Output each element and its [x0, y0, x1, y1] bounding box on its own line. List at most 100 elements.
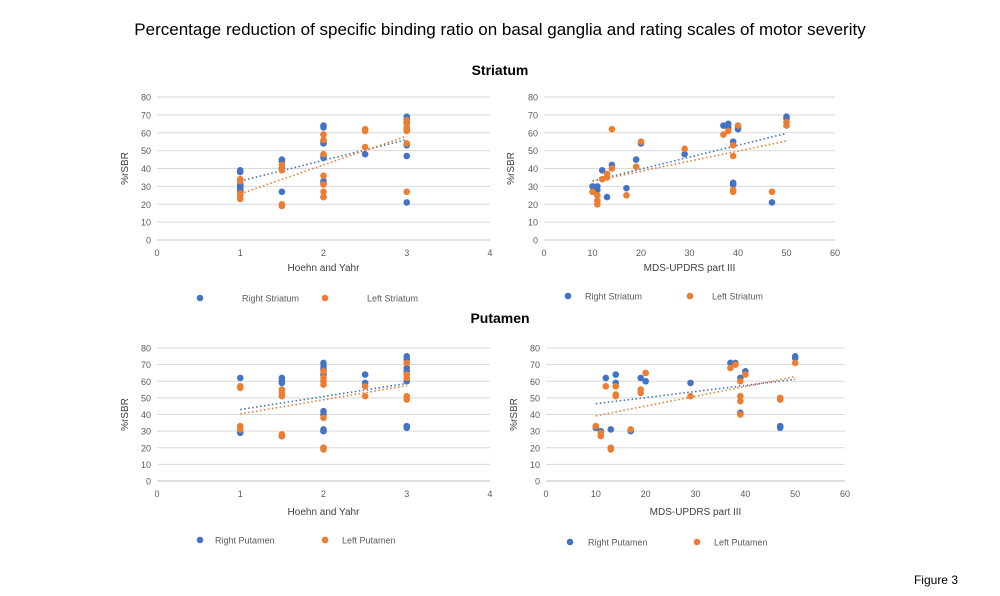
data-point: [403, 188, 411, 196]
y-tick-label: 20: [530, 443, 540, 453]
data-point: [681, 145, 688, 153]
data-point: [278, 188, 286, 196]
y-tick-label: 70: [530, 360, 540, 370]
y-tick-label: 0: [535, 477, 540, 487]
data-point: [403, 359, 411, 367]
data-point: [737, 411, 744, 418]
x-tick-label: 20: [636, 248, 646, 258]
data-point: [720, 131, 727, 138]
y-tick-label: 0: [146, 236, 151, 246]
data-point: [278, 202, 286, 210]
y-tick-label: 10: [141, 218, 151, 228]
x-tick-label: 40: [733, 248, 743, 258]
data-point: [623, 184, 630, 192]
data-point: [608, 125, 616, 133]
data-point: [768, 188, 776, 196]
legend-marker: [693, 538, 701, 546]
x-tick-label: 40: [740, 489, 750, 499]
data-point: [607, 446, 615, 453]
data-point: [612, 392, 620, 400]
data-point: [597, 432, 605, 440]
data-point: [791, 354, 799, 362]
data-point: [361, 382, 369, 390]
trendline: [240, 138, 407, 182]
data-point: [320, 381, 327, 388]
data-point: [361, 150, 369, 158]
data-point: [403, 127, 411, 135]
data-point: [278, 379, 286, 387]
data-point: [612, 371, 620, 378]
legend-marker: [196, 294, 204, 302]
x-axis-title: MDS-UPDRS part III: [644, 263, 736, 274]
data-point: [320, 181, 327, 188]
data-point: [607, 426, 615, 433]
data-point: [637, 138, 645, 145]
y-tick-label: 60: [141, 128, 151, 138]
data-point: [320, 124, 327, 131]
y-tick-label: 50: [141, 393, 151, 403]
legend-marker: [321, 536, 329, 544]
data-point: [608, 165, 616, 172]
data-point: [632, 163, 640, 171]
y-axis-title: %rSBR: [506, 152, 517, 185]
trendline: [595, 375, 796, 417]
data-point: [403, 424, 411, 432]
trendline: [592, 132, 787, 182]
trendline: [592, 140, 787, 183]
y-tick-label: 60: [530, 377, 540, 387]
data-point: [642, 377, 649, 385]
y-axis-title: %rSBR: [509, 398, 520, 431]
data-point: [729, 141, 737, 149]
y-tick-label: 80: [141, 93, 151, 103]
data-point: [627, 426, 635, 433]
x-axis-title: Hoehn and Yahr: [288, 507, 361, 518]
data-point: [594, 197, 601, 204]
y-tick-label: 50: [530, 393, 540, 403]
data-point: [729, 188, 737, 196]
data-point: [236, 168, 244, 176]
x-axis-title: Hoehn and Yahr: [288, 263, 361, 274]
x-tick-label: 0: [543, 489, 548, 499]
data-point: [594, 183, 601, 190]
x-tick-label: 2: [321, 489, 326, 499]
legend-marker: [686, 292, 694, 300]
y-tick-label: 10: [528, 218, 538, 228]
x-tick-label: 50: [790, 489, 800, 499]
trendline: [595, 378, 796, 405]
data-point: [320, 427, 327, 435]
y-tick-label: 30: [141, 182, 151, 192]
data-point: [725, 127, 732, 135]
y-tick-label: 30: [528, 182, 538, 192]
data-point: [602, 374, 610, 382]
data-point: [602, 382, 610, 390]
legend-label: Left Striatum: [712, 292, 763, 302]
data-point: [278, 432, 286, 440]
figure-title: Percentage reduction of specific binding…: [134, 20, 866, 39]
legend-marker: [564, 292, 572, 300]
legend-label: Right Putamen: [215, 536, 275, 546]
data-point: [727, 364, 734, 372]
data-point: [729, 181, 737, 188]
legend-label: Right Striatum: [242, 294, 299, 304]
data-point: [403, 140, 411, 147]
data-point: [681, 150, 688, 158]
y-tick-label: 40: [528, 164, 538, 174]
data-point: [687, 392, 694, 400]
data-point: [768, 199, 776, 206]
data-point: [737, 377, 744, 385]
section-title-putamen: Putamen: [470, 310, 530, 326]
data-point: [727, 359, 734, 367]
data-point: [687, 379, 694, 387]
y-tick-label: 40: [141, 164, 151, 174]
y-tick-label: 20: [528, 200, 538, 210]
y-axis-title: %rSBR: [120, 398, 131, 431]
legend-marker: [566, 538, 574, 546]
x-tick-label: 4: [487, 248, 492, 258]
y-tick-label: 80: [141, 344, 151, 354]
x-tick-label: 0: [154, 489, 159, 499]
y-tick-label: 70: [528, 110, 538, 120]
x-tick-label: 1: [238, 248, 243, 258]
y-tick-label: 10: [530, 460, 540, 470]
